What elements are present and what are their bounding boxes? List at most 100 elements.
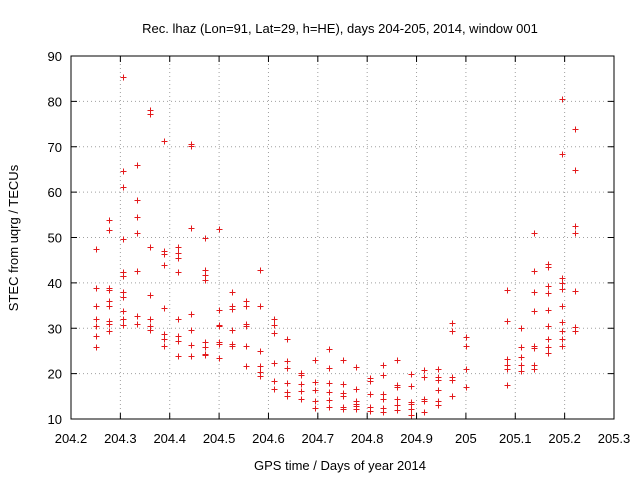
data-point <box>161 251 168 258</box>
data-point <box>449 393 456 400</box>
data-point <box>134 268 141 275</box>
data-point <box>518 354 525 361</box>
x-tick-label: 205.1 <box>499 431 532 446</box>
data-point <box>435 366 442 373</box>
data-point <box>161 262 168 269</box>
y-tick-label: 80 <box>48 94 62 109</box>
data-point <box>284 336 291 343</box>
data-point <box>202 344 209 351</box>
data-point <box>271 378 278 385</box>
data-point <box>326 365 333 372</box>
data-point <box>518 325 525 332</box>
data-point <box>271 322 278 329</box>
data-point <box>312 405 319 412</box>
data-point <box>545 350 552 357</box>
data-point <box>134 197 141 204</box>
data-point <box>271 386 278 393</box>
data-point <box>188 327 195 334</box>
data-point <box>93 344 100 351</box>
data-point <box>572 328 579 335</box>
axis-ticks: 204.2 204.3 204.4 204.5 204.6 204.7 204.8 204.9… <box>48 49 631 446</box>
data-point <box>340 357 347 364</box>
data-point <box>120 74 127 81</box>
data-point <box>284 393 291 400</box>
data-point <box>175 353 182 360</box>
data-point <box>134 321 141 328</box>
data-point <box>312 379 319 386</box>
data-point <box>380 396 387 403</box>
x-tick-label: 204.9 <box>400 431 433 446</box>
data-point <box>175 316 182 323</box>
data-point <box>545 283 552 290</box>
data-point <box>421 374 428 381</box>
data-point <box>531 289 538 296</box>
data-point <box>559 280 566 287</box>
data-point <box>559 328 566 335</box>
y-tick-label: 10 <box>48 412 62 427</box>
x-tick-label: 204.4 <box>153 431 186 446</box>
x-tick-label: 204.8 <box>351 431 384 446</box>
data-point <box>353 386 360 393</box>
data-point <box>175 244 182 251</box>
data-point <box>504 287 511 294</box>
data-point <box>367 408 374 415</box>
data-point <box>518 362 525 369</box>
data-point <box>449 328 456 335</box>
data-point <box>504 318 511 325</box>
data-point <box>298 381 305 388</box>
data-point <box>257 267 264 274</box>
data-point <box>298 372 305 379</box>
data-point <box>188 353 195 360</box>
data-point <box>380 362 387 369</box>
x-tick-label: 205 <box>455 431 477 446</box>
data-point <box>271 330 278 337</box>
data-point <box>175 338 182 345</box>
data-point <box>545 290 552 297</box>
data-point <box>243 303 250 310</box>
data-point <box>106 227 113 234</box>
data-point <box>188 342 195 349</box>
data-point <box>504 356 511 363</box>
x-tick-label: 204.6 <box>252 431 285 446</box>
data-point <box>202 235 209 242</box>
data-point <box>312 387 319 394</box>
data-point <box>257 303 264 310</box>
data-point <box>271 316 278 323</box>
x-axis-label: GPS time / Days of year 2014 <box>254 458 426 473</box>
data-point <box>106 328 113 335</box>
data-point <box>463 384 470 391</box>
data-point <box>326 380 333 387</box>
x-tick-label: 204.5 <box>203 431 236 446</box>
data-point <box>367 391 374 398</box>
data-point <box>120 316 127 323</box>
x-tick-label: 205.3 <box>598 431 631 446</box>
data-point <box>147 316 154 323</box>
x-tick-label: 204.7 <box>302 431 335 446</box>
data-point <box>161 343 168 350</box>
data-point <box>161 138 168 145</box>
data-point <box>367 378 374 385</box>
data-point <box>504 382 511 389</box>
data-point <box>394 396 401 403</box>
data-point <box>120 168 127 175</box>
x-tick-label: 205.2 <box>548 431 581 446</box>
data-point <box>202 352 209 359</box>
data-point <box>408 383 415 390</box>
y-tick-label: 50 <box>48 231 62 246</box>
data-point <box>353 406 360 413</box>
data-point <box>326 389 333 396</box>
data-point <box>175 269 182 276</box>
data-point <box>559 336 566 343</box>
data-point <box>216 307 223 314</box>
data-point <box>120 236 127 243</box>
data-point <box>229 343 236 350</box>
data-point <box>147 111 154 118</box>
data-point <box>531 345 538 352</box>
data-point <box>298 388 305 395</box>
data-point <box>531 268 538 275</box>
data-point <box>435 387 442 394</box>
data-point <box>340 406 347 413</box>
data-point <box>545 323 552 330</box>
x-tick-label: 204.3 <box>104 431 137 446</box>
